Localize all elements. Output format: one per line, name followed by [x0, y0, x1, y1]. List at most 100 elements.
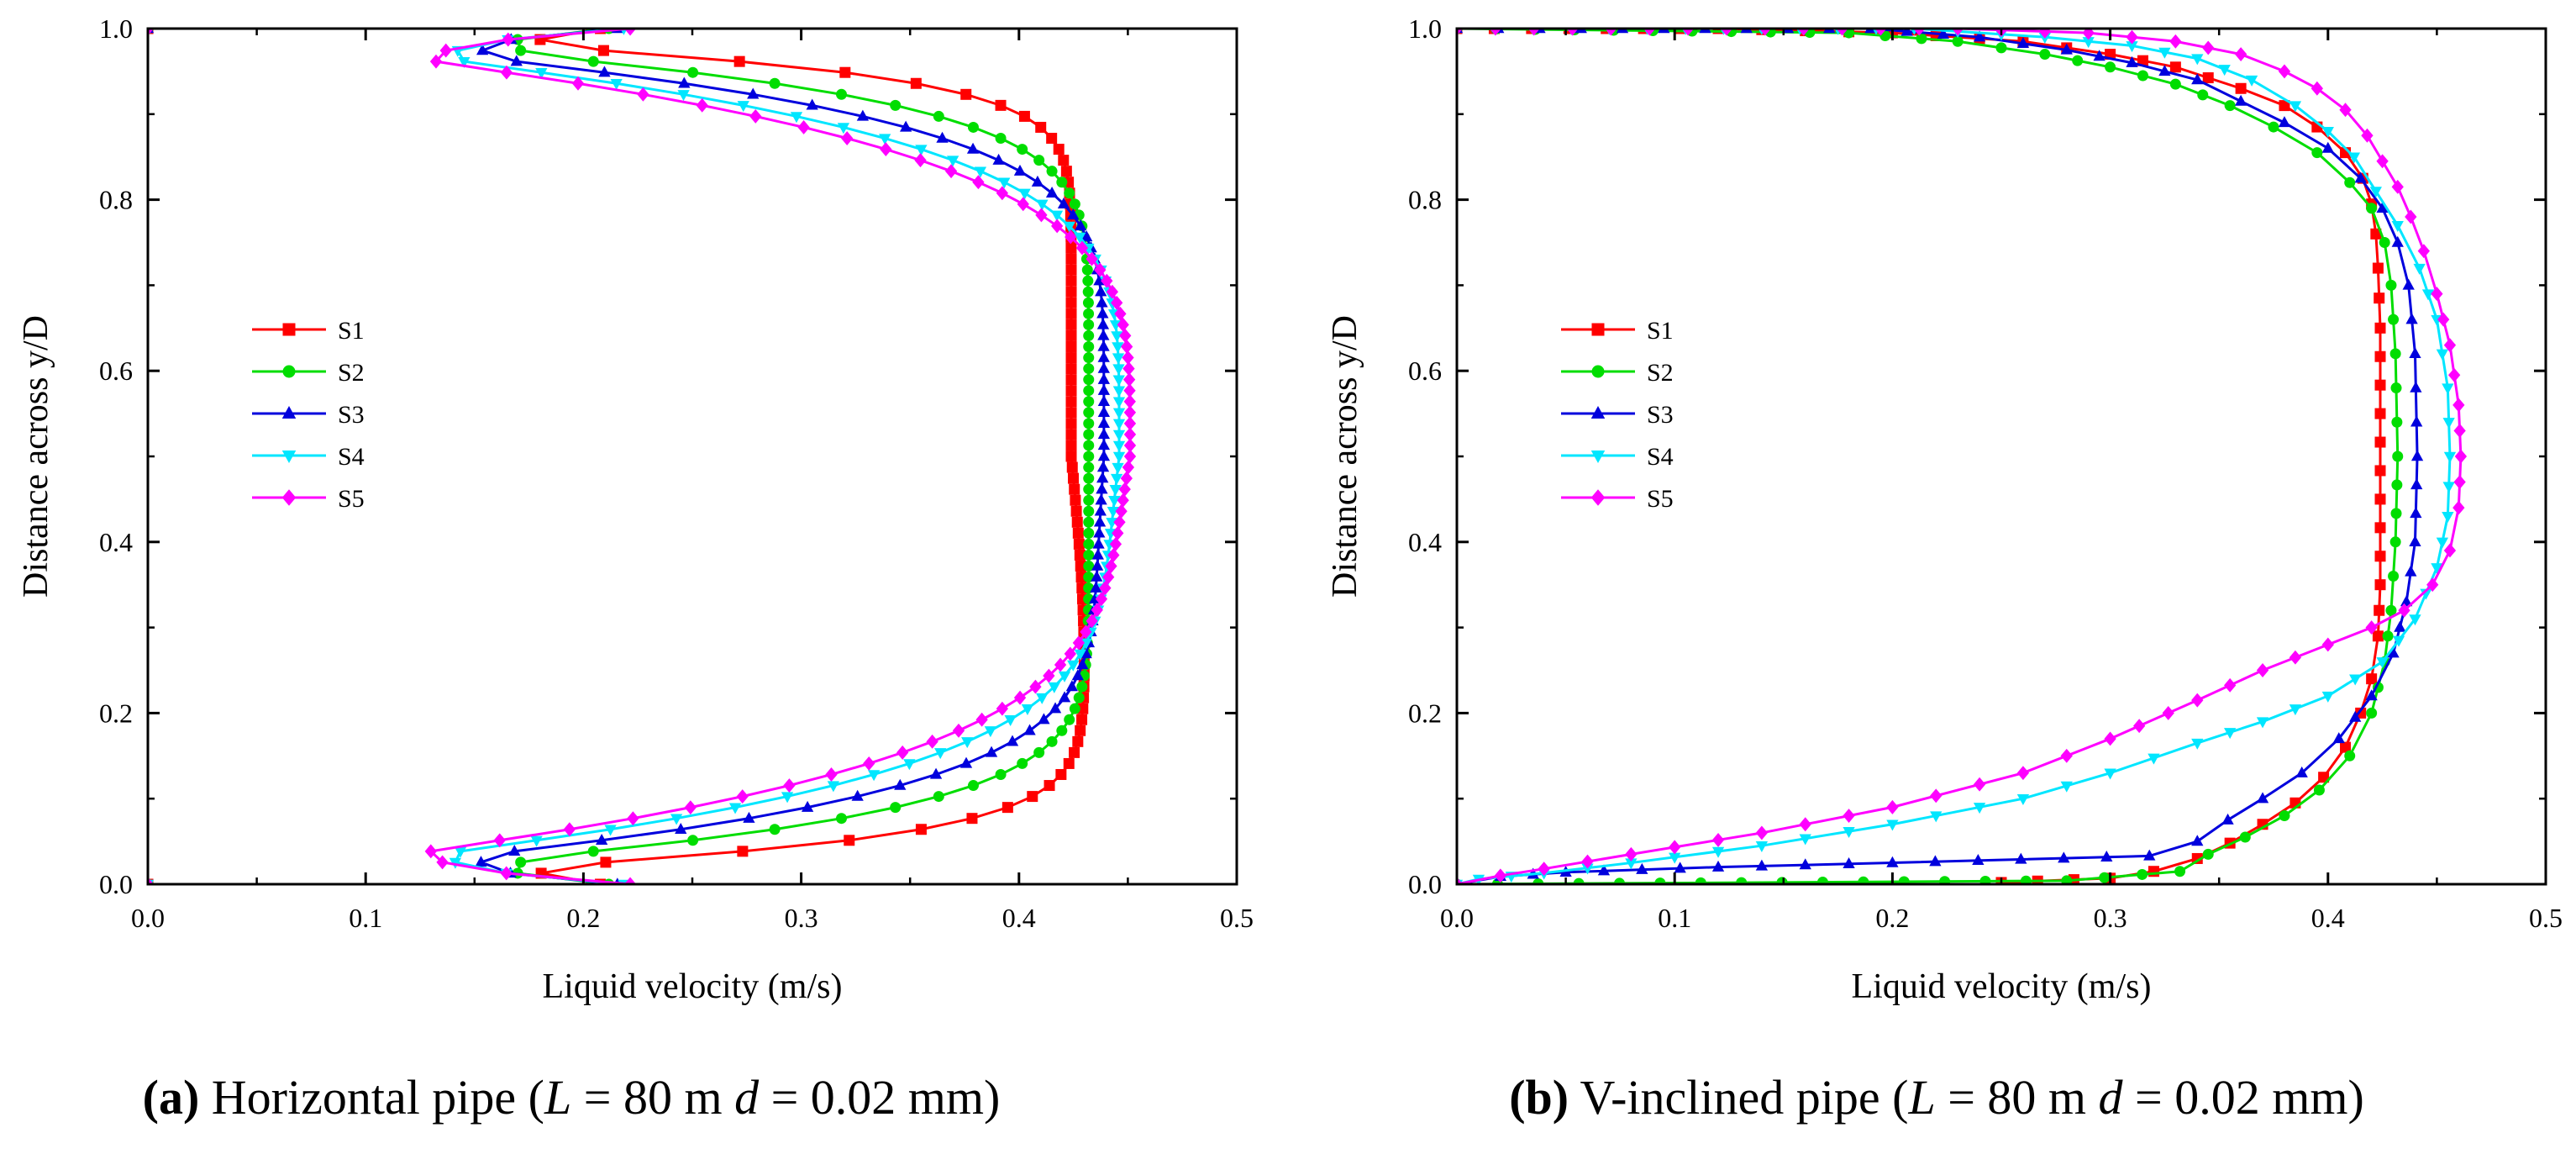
- series-s3-point: [1076, 658, 1089, 670]
- series-s2-point: [2099, 872, 2111, 883]
- series-s5-point: [2224, 677, 2237, 693]
- series-s4-point: [934, 748, 947, 760]
- series-s5-point: [1029, 679, 1042, 694]
- series-s2-point: [1083, 505, 1095, 517]
- series-s5-point: [2038, 29, 2051, 39]
- panel-b-ytick-label: 0.6: [1408, 356, 1442, 386]
- panel-a-xtick-label: 0.3: [785, 903, 818, 933]
- series-s3-point: [2332, 732, 2345, 744]
- series-s2-point: [1081, 264, 1093, 276]
- series-s4-point: [1058, 671, 1071, 682]
- series-s3-point: [894, 778, 907, 790]
- series-s4-point: [1074, 232, 1086, 244]
- series-s2-point: [1076, 681, 1088, 693]
- series-s5-point: [1581, 854, 1594, 869]
- panel-b-xtick-label: 0.3: [2094, 903, 2127, 933]
- series-s1-point: [1065, 352, 1077, 364]
- series-s5-point: [1099, 581, 1112, 596]
- legend-marker-s3: [1590, 406, 1606, 419]
- series-s3-point: [678, 76, 691, 88]
- series-s5-point: [627, 811, 639, 826]
- panel-a-caption-text: Horizontal pipe (: [199, 1070, 544, 1125]
- panel-b-legend-marks: [1561, 323, 1635, 506]
- series-s3-point: [1091, 570, 1103, 582]
- series-s1-point: [1065, 286, 1077, 298]
- series-s3-point: [959, 756, 973, 768]
- series-s3-point: [2093, 50, 2105, 61]
- series-s3-point: [1091, 559, 1104, 571]
- series-s2-point: [2239, 831, 2251, 843]
- series-s4-point: [2224, 728, 2237, 740]
- series-s5-point: [1051, 219, 1064, 234]
- panel-a-caption-mid1: = 80 m: [571, 1070, 734, 1125]
- series-s5-point: [1123, 416, 1137, 431]
- series-s3-point: [801, 800, 814, 812]
- series-s2-point: [587, 55, 599, 67]
- series-s4-point: [1711, 846, 1725, 858]
- series-s3-point: [1096, 318, 1110, 329]
- series-s1-point: [1076, 714, 1088, 725]
- series-s3-point: [2221, 813, 2234, 825]
- series-s1-point: [1065, 440, 1077, 451]
- series-s3-point: [1094, 504, 1107, 516]
- panel-a-ytick-label: 1.0: [99, 13, 133, 44]
- series-s2-point: [1614, 877, 1626, 884]
- series-s5-point: [571, 76, 585, 91]
- series-s5-point: [1799, 817, 1811, 832]
- series-s2-point: [2366, 707, 2378, 719]
- series-s2-point: [890, 802, 902, 814]
- series-s2-point: [2202, 848, 2214, 860]
- series-s4-point: [1930, 811, 1943, 823]
- series-s1-point: [2374, 465, 2386, 477]
- series-s2-point: [1073, 692, 1085, 703]
- series-s5-point: [1123, 438, 1137, 453]
- series-s3-point: [1057, 198, 1070, 209]
- series-s1-point: [600, 856, 612, 868]
- series-s5-point: [1122, 361, 1135, 377]
- panel-a-caption-L: L: [544, 1070, 571, 1125]
- series-s3-point: [2100, 850, 2113, 862]
- series-s2-point: [1056, 725, 1068, 736]
- series-s3-point: [747, 87, 760, 99]
- panel-a-xtick-label: 0.4: [1002, 903, 1036, 933]
- series-s2-point: [995, 768, 1007, 780]
- series-s5-point: [1566, 29, 1579, 36]
- series-s4-point: [1755, 840, 1769, 852]
- series-s5-point: [2447, 367, 2461, 382]
- series-s4-point: [1112, 419, 1126, 430]
- series-s5-point: [1669, 840, 1681, 855]
- panel-b-caption-d: d: [2099, 1070, 2124, 1125]
- series-s2-point: [1083, 527, 1095, 539]
- panel-b-caption: (b) V-inclined pipe (L = 80 m d = 0.02 m…: [1509, 1070, 2364, 1125]
- series-s2-point: [2311, 147, 2323, 159]
- panel-b-x-axis-title: Liquid velocity (m/s): [1852, 967, 2152, 1006]
- series-s3-point: [475, 856, 487, 867]
- series-s5-point: [1682, 29, 1695, 36]
- legend-marker-s5: [281, 489, 297, 506]
- series-s4-point: [2431, 563, 2443, 575]
- series-s1-point: [915, 824, 927, 835]
- series-s1-point: [1075, 561, 1086, 572]
- panel-a-legend-label-s4: S4: [338, 443, 365, 471]
- series-s3-point: [2354, 171, 2367, 183]
- panel-a-ytick-label: 0.6: [99, 356, 133, 386]
- series-s1-point: [1071, 516, 1083, 528]
- panel-b-ytick-labels: 0.0 0.2 0.4 0.6 0.8 1.0: [1408, 13, 1442, 899]
- series-s2-point: [1082, 286, 1094, 298]
- series-s5-point: [1105, 559, 1117, 573]
- series-s4-point: [728, 803, 742, 814]
- series-s2-point: [967, 780, 979, 792]
- series-s5-point: [148, 877, 155, 884]
- series-s5-point: [2311, 81, 2323, 96]
- series-s3-point: [1097, 372, 1110, 384]
- series-s3-point: [2143, 849, 2156, 861]
- series-s5-point: [2417, 244, 2430, 259]
- series-s3-point: [899, 120, 912, 132]
- series-s5-point: [1913, 29, 1926, 36]
- series-s3-point: [2278, 116, 2291, 128]
- series-s2-point: [2020, 875, 2032, 884]
- series-s1-point: [1065, 308, 1077, 319]
- series-s2-point: [1083, 352, 1095, 364]
- series-s1-point: [1073, 538, 1085, 550]
- series-s5-point: [1095, 592, 1108, 607]
